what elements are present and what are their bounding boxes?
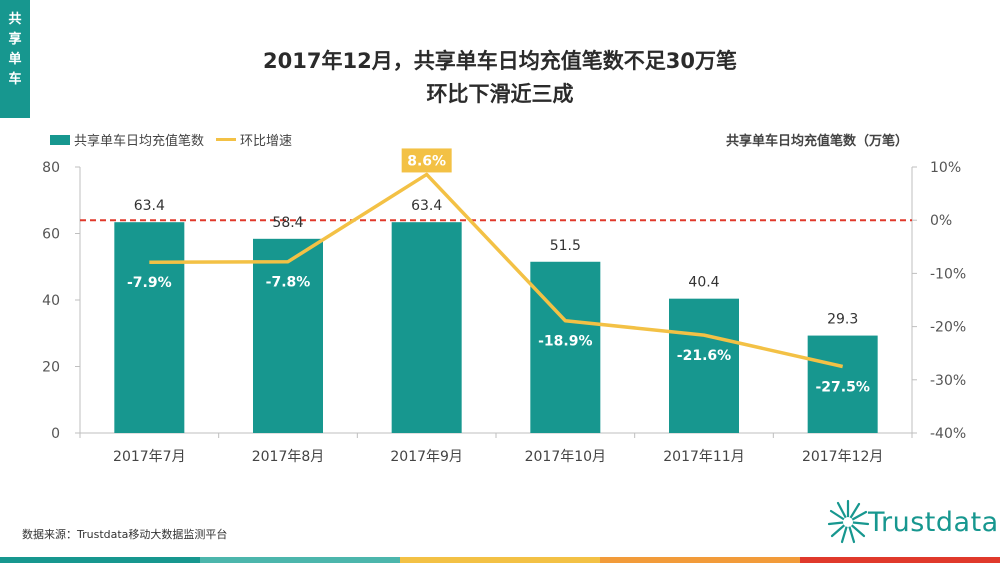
legend: 共享单车日均充值笔数 环比增速 bbox=[50, 130, 304, 149]
bar-value-label: 63.4 bbox=[411, 198, 442, 214]
unit-label: 共享单车日均充值笔数（万笔） bbox=[725, 134, 908, 149]
y-right-tick-label: -30% bbox=[930, 373, 966, 389]
growth-label-highlight-box bbox=[401, 148, 452, 173]
footer-stripe-segment bbox=[800, 557, 1000, 563]
bar bbox=[391, 222, 462, 433]
x-category-label: 2017年10月 bbox=[525, 449, 606, 465]
y-right-tick-label: -10% bbox=[930, 266, 966, 282]
y-left-tick-label: 20 bbox=[42, 360, 60, 376]
x-category-label: 2017年12月 bbox=[802, 449, 883, 465]
growth-value-label: -18.9% bbox=[538, 334, 592, 350]
footer-stripe-segment bbox=[400, 557, 600, 563]
bar-value-label: 29.3 bbox=[827, 312, 858, 328]
side-tab-char: 享 bbox=[8, 32, 22, 47]
bar bbox=[114, 222, 185, 433]
side-tab-char: 车 bbox=[8, 72, 22, 87]
legend-label-line: 环比增速 bbox=[240, 134, 293, 149]
y-left-tick-label: 40 bbox=[42, 293, 60, 309]
bar bbox=[807, 335, 878, 433]
chart-subtitle: 环比下滑近三成 bbox=[426, 82, 574, 106]
x-category-label: 2017年9月 bbox=[390, 449, 463, 465]
y-left-tick-label: 60 bbox=[42, 227, 60, 243]
growth-value-label: 8.6% bbox=[407, 153, 446, 169]
footer-stripe bbox=[0, 557, 1000, 563]
trustdata-logo-icon bbox=[827, 499, 870, 544]
side-tab-char: 单 bbox=[8, 52, 22, 67]
bar-value-label: 40.4 bbox=[688, 275, 719, 291]
trustdata-logo: Trustdata bbox=[826, 497, 998, 547]
growth-line bbox=[149, 172, 844, 369]
legend-item-line: 环比增速 bbox=[216, 130, 292, 149]
footer-stripe-segment bbox=[600, 557, 800, 563]
y-left-tick-label: 0 bbox=[51, 426, 60, 442]
y-right-tick-label: -40% bbox=[930, 426, 966, 442]
y-right-tick-label: -20% bbox=[930, 320, 966, 336]
bar bbox=[530, 261, 601, 433]
bar bbox=[669, 298, 739, 433]
footer-stripe-segment bbox=[0, 557, 200, 563]
bar-value-label: 58.4 bbox=[272, 215, 303, 231]
legend-swatch-bar bbox=[50, 134, 70, 145]
legend-item-bar: 共享单车日均充值笔数 bbox=[50, 130, 204, 149]
legend-swatch-line bbox=[216, 138, 237, 141]
side-tab-char: 共 bbox=[8, 12, 22, 27]
bar-value-label: 63.4 bbox=[134, 198, 165, 214]
y-right-tick-label: 0% bbox=[930, 213, 952, 229]
y-left-tick-label: 80 bbox=[42, 160, 60, 176]
chart-title: 2017年12月，共享单车日均充值笔数不足30万笔 bbox=[263, 49, 737, 73]
x-category-label: 2017年11月 bbox=[663, 449, 744, 465]
logo-text: Trustdata bbox=[868, 507, 999, 538]
x-category-label: 2017年7月 bbox=[113, 449, 186, 465]
growth-value-label: -27.5% bbox=[815, 380, 869, 396]
side-tab: 共 享 单 车 bbox=[0, 0, 30, 118]
bar bbox=[253, 238, 323, 433]
growth-value-label: -7.8% bbox=[266, 275, 311, 291]
legend-label-bar: 共享单车日均充值笔数 bbox=[74, 134, 205, 149]
growth-value-label: -7.9% bbox=[127, 275, 172, 291]
source-note: 数据来源：Trustdata移动大数据监测平台 bbox=[22, 528, 228, 541]
footer-stripe-segment bbox=[200, 557, 400, 563]
x-category-label: 2017年8月 bbox=[252, 449, 325, 465]
y-right-tick-label: 10% bbox=[930, 160, 961, 176]
bar-value-label: 51.5 bbox=[550, 238, 581, 254]
growth-value-label: -21.6% bbox=[677, 348, 731, 364]
